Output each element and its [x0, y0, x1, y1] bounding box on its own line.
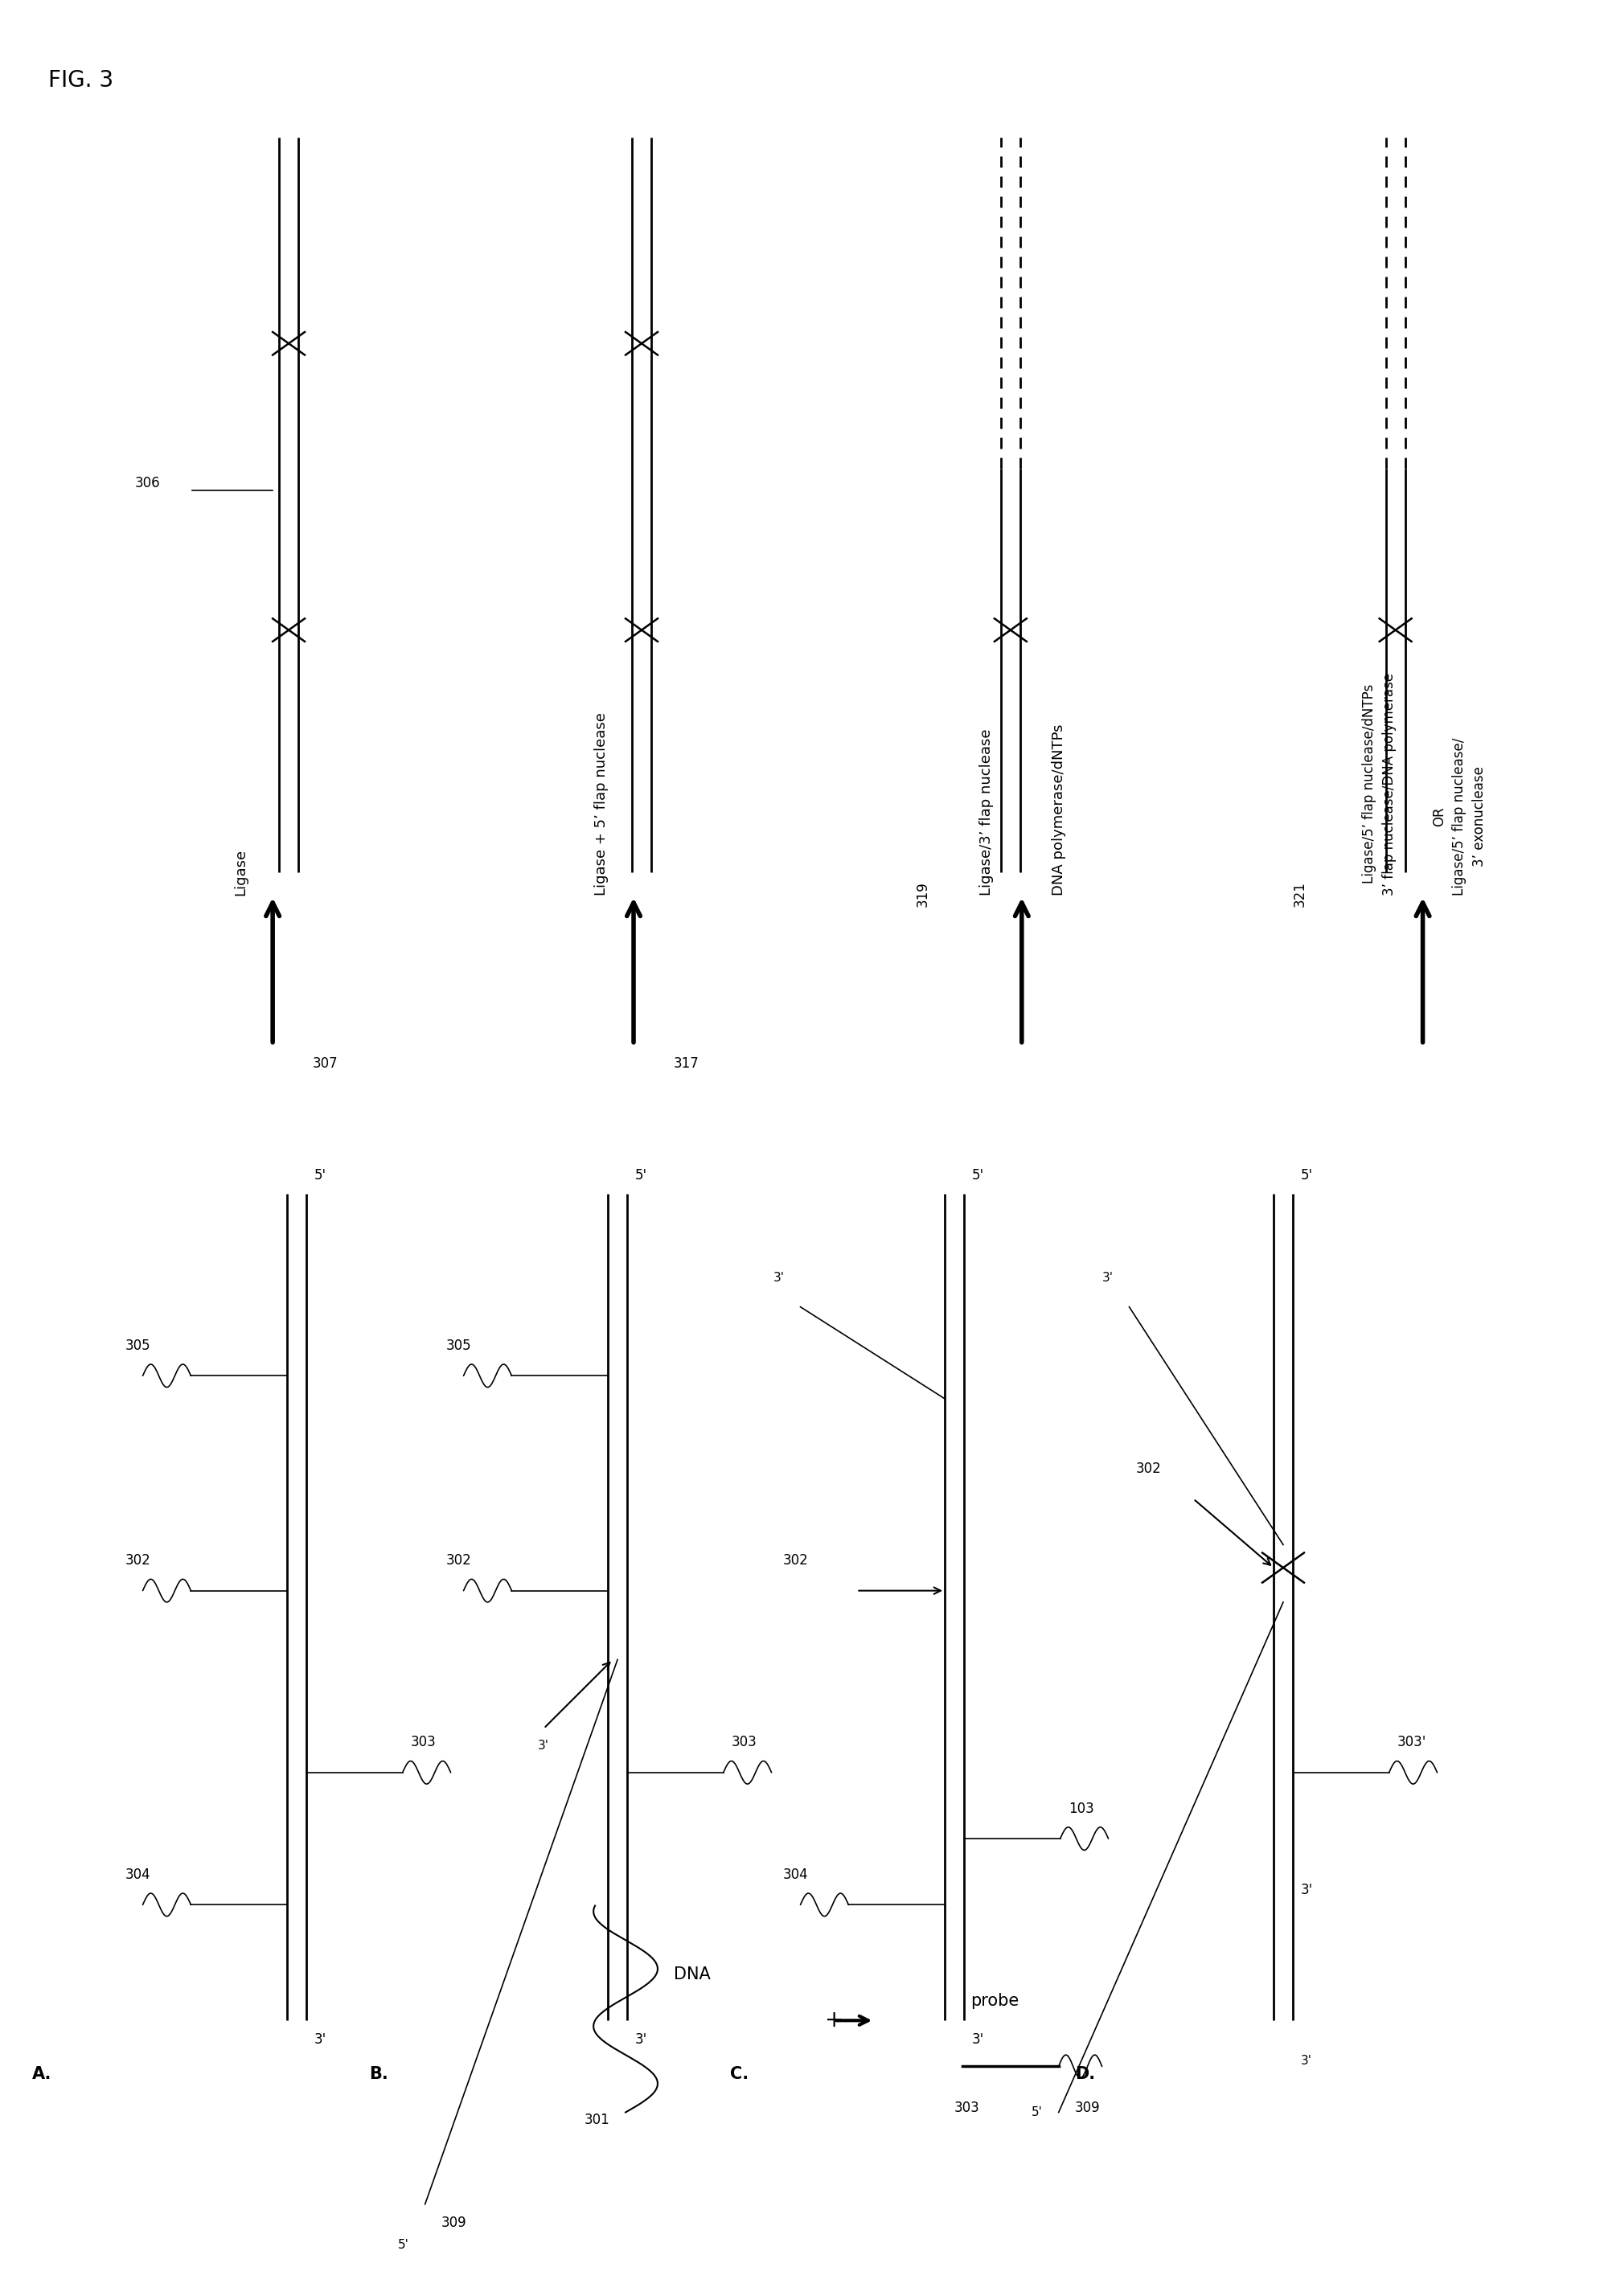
Text: 309: 309 — [1075, 2101, 1100, 2115]
Text: probe: probe — [970, 1993, 1019, 2009]
Text: 305: 305 — [446, 1339, 472, 1352]
Text: 3': 3' — [314, 2032, 327, 2046]
Text: B.: B. — [369, 2066, 388, 2082]
Text: 317: 317 — [674, 1056, 699, 1070]
Text: 309: 309 — [441, 2216, 467, 2229]
Text: 3': 3' — [972, 2032, 985, 2046]
Text: 319: 319 — [916, 882, 930, 907]
Text: 307: 307 — [313, 1056, 338, 1070]
Text: Ligase: Ligase — [233, 850, 249, 895]
Text: A.: A. — [32, 2066, 51, 2082]
Text: 3': 3' — [1102, 1272, 1113, 1283]
Text: 305: 305 — [125, 1339, 151, 1352]
Text: +: + — [824, 2009, 844, 2032]
Text: 303: 303 — [954, 2101, 980, 2115]
Text: 3': 3' — [537, 1740, 550, 1752]
Text: D.: D. — [1075, 2066, 1096, 2082]
Text: DNA polymerase/dNTPs: DNA polymerase/dNTPs — [1051, 723, 1067, 895]
Text: 303': 303' — [1397, 1736, 1426, 1750]
Text: 5': 5' — [972, 1169, 985, 1182]
Text: Ligase/3’ flap nuclease: Ligase/3’ flap nuclease — [978, 728, 994, 895]
Text: Ligase/5’ flap nuclease/dNTPs
3’ flap nuclease/DNA polymerase: Ligase/5’ flap nuclease/dNTPs 3’ flap nu… — [1362, 673, 1397, 895]
Text: 5': 5' — [1301, 1169, 1314, 1182]
Text: 5': 5' — [314, 1169, 327, 1182]
Text: 5': 5' — [398, 2239, 409, 2250]
Text: 3': 3' — [773, 1272, 784, 1283]
Text: 306: 306 — [135, 475, 160, 491]
Text: 3': 3' — [1301, 2055, 1312, 2066]
Text: 304: 304 — [125, 1867, 151, 1883]
Text: DNA: DNA — [674, 1965, 711, 1984]
Text: 301: 301 — [584, 2112, 610, 2126]
Text: 303: 303 — [411, 1736, 436, 1750]
Text: 3': 3' — [635, 2032, 648, 2046]
Text: 5': 5' — [635, 1169, 648, 1182]
Text: 302: 302 — [446, 1552, 472, 1568]
Text: C.: C. — [730, 2066, 749, 2082]
Text: 302: 302 — [1136, 1460, 1161, 1476]
Text: FIG. 3: FIG. 3 — [48, 69, 114, 92]
Text: 302: 302 — [783, 1552, 808, 1568]
Text: 3': 3' — [1301, 1883, 1314, 1896]
Text: 302: 302 — [125, 1552, 151, 1568]
Text: Ligase + 5’ flap nuclease: Ligase + 5’ flap nuclease — [593, 712, 610, 895]
Text: 5': 5' — [1031, 2105, 1043, 2119]
Text: 321: 321 — [1293, 882, 1307, 907]
Text: 304: 304 — [783, 1867, 808, 1883]
Text: OR
Ligase/5’ flap nuclease/
3’ exonuclease: OR Ligase/5’ flap nuclease/ 3’ exonuclea… — [1432, 737, 1487, 895]
Text: 103: 103 — [1068, 1800, 1094, 1816]
Text: 303: 303 — [731, 1736, 757, 1750]
